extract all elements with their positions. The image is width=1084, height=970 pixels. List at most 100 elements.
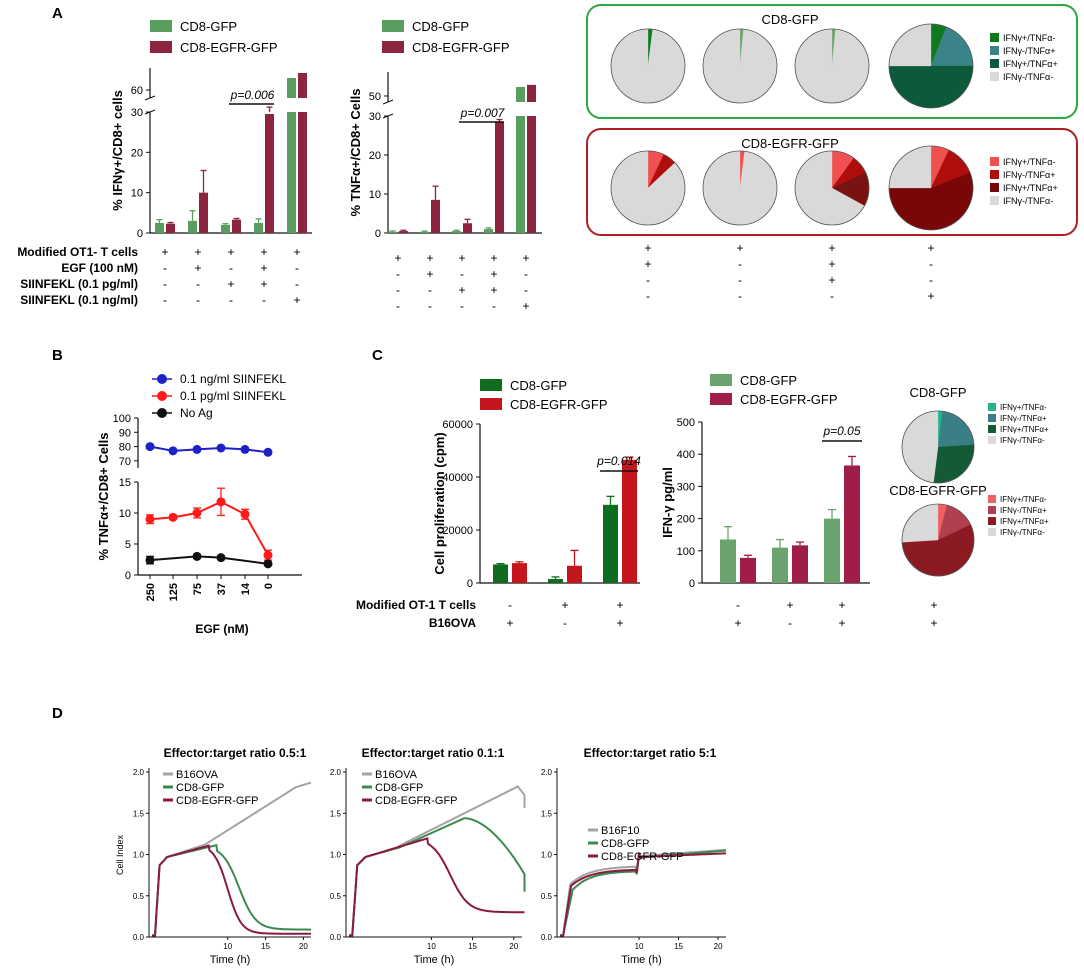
y-tick-label: 0 bbox=[467, 578, 473, 590]
legend-entry: B16F10 bbox=[601, 825, 640, 837]
pie-outline bbox=[702, 150, 778, 226]
condition-sign: + bbox=[522, 299, 529, 313]
condition-sign: - bbox=[738, 273, 742, 287]
pie-slice bbox=[888, 65, 974, 109]
y-tick-label: 2.0 bbox=[330, 768, 342, 777]
data-point bbox=[145, 514, 155, 524]
legend-entry: CD8-GFP bbox=[601, 838, 649, 850]
bar bbox=[772, 547, 788, 583]
condition-sign: - bbox=[492, 299, 496, 313]
legend-entry: CD8-EGFR-GFP bbox=[601, 851, 684, 863]
condition-sign: - bbox=[738, 257, 742, 271]
legend-entry: CD8-GFP bbox=[740, 373, 797, 388]
bar bbox=[188, 220, 197, 233]
condition-sign: + bbox=[161, 245, 168, 259]
bar bbox=[287, 112, 296, 233]
y-tick-label: 10 bbox=[131, 188, 143, 200]
legend-entry: IFNγ+/TNFα- bbox=[1003, 33, 1055, 43]
y-tick-label: 1.0 bbox=[133, 851, 145, 860]
legend-entry: IFNγ-/TNFα+ bbox=[1003, 170, 1055, 180]
condition-sign: - bbox=[196, 293, 200, 307]
legend-swatch bbox=[988, 495, 996, 503]
condition-sign: + bbox=[930, 616, 937, 630]
y-tick-label: 100 bbox=[677, 546, 695, 558]
legend-entry: IFNγ+/TNFα+ bbox=[1000, 517, 1049, 526]
series-line bbox=[152, 843, 311, 937]
bar bbox=[265, 114, 274, 233]
y-tick-label: 400 bbox=[677, 449, 695, 461]
condition-sign: - bbox=[524, 283, 528, 297]
bar-upper bbox=[287, 78, 296, 98]
pie-group-title: CD8-EGFR-GFP bbox=[889, 483, 987, 498]
condition-sign: - bbox=[163, 293, 167, 307]
y-tick-label: 0.0 bbox=[133, 933, 145, 942]
series-line bbox=[560, 849, 727, 937]
condition-sign: + bbox=[828, 241, 835, 255]
axis-break bbox=[382, 99, 394, 105]
y-tick-label: 80 bbox=[119, 442, 131, 454]
panel-label-d: D bbox=[52, 705, 63, 722]
pie-slice bbox=[888, 23, 932, 67]
legend-entry: CD8-GFP bbox=[510, 378, 567, 393]
legend-swatch bbox=[710, 393, 732, 405]
group-box bbox=[586, 128, 1078, 236]
condition-sign: - bbox=[163, 277, 167, 291]
data-point bbox=[192, 508, 202, 518]
bar-upper bbox=[527, 84, 536, 102]
bar bbox=[232, 219, 241, 233]
bar bbox=[548, 579, 563, 583]
legend-swatch bbox=[988, 517, 996, 525]
condition-sign: - bbox=[646, 289, 650, 303]
legend-swatch bbox=[988, 506, 996, 514]
condition-sign: - bbox=[262, 293, 266, 307]
bar bbox=[792, 545, 808, 583]
data-point bbox=[216, 443, 226, 453]
legend-swatch bbox=[990, 183, 999, 192]
legend-swatch bbox=[150, 41, 172, 53]
x-tick-label: 250 bbox=[145, 583, 157, 601]
condition-sign: - bbox=[788, 616, 792, 630]
y-tick-label: 60000 bbox=[442, 419, 473, 431]
legend-swatch bbox=[150, 20, 172, 32]
condition-label: Modified OT-1 T cells bbox=[356, 598, 476, 612]
y-tick-label: 2.0 bbox=[133, 768, 145, 777]
condition-sign: + bbox=[736, 241, 743, 255]
pie-outline bbox=[901, 410, 975, 484]
bar bbox=[495, 121, 504, 233]
pie-outline bbox=[901, 503, 975, 577]
condition-sign: + bbox=[616, 616, 623, 630]
x-tick-label: 0 bbox=[263, 583, 275, 589]
condition-sign: + bbox=[644, 257, 651, 271]
y-tick-label: 0.5 bbox=[541, 892, 553, 901]
condition-sign: + bbox=[194, 245, 201, 259]
data-point bbox=[240, 444, 250, 454]
condition-sign: + bbox=[458, 283, 465, 297]
p-value: p=0.006 bbox=[230, 88, 275, 102]
bar bbox=[527, 116, 536, 233]
x-axis-title: Time (h) bbox=[210, 954, 251, 966]
bar bbox=[512, 563, 527, 583]
bar bbox=[199, 192, 208, 233]
legend-entry: IFNγ-/TNFα+ bbox=[1000, 506, 1047, 515]
x-tick-label: 20 bbox=[299, 942, 308, 951]
legend-swatch bbox=[480, 379, 502, 391]
legend-entry: IFNγ+/TNFα+ bbox=[1003, 59, 1058, 69]
chart-a1-ifng: CD8-GFP CD8-EGFR-GFP 0 10 20 30 60 % IFNγ+/CD8+… bbox=[17, 19, 312, 307]
legend-entry: CD8-EGFR-GFP bbox=[180, 40, 278, 55]
data-point bbox=[145, 555, 155, 565]
x-tick-label: 15 bbox=[674, 942, 683, 951]
y-axis-title: IFN-γ pg/ml bbox=[660, 467, 675, 538]
bar bbox=[420, 231, 429, 233]
condition-sign: + bbox=[927, 289, 934, 303]
chart-d-cell-index: Effector:target ratio 0.5:1 0.0 0.5 1.0 1.5 2… bbox=[115, 746, 727, 966]
bar bbox=[493, 564, 508, 583]
legend-entry: IFNγ-/TNFα- bbox=[1003, 196, 1053, 206]
condition-sign: - bbox=[929, 273, 933, 287]
condition-sign: - bbox=[738, 289, 742, 303]
pie-outline bbox=[610, 28, 686, 104]
series-line bbox=[149, 445, 269, 454]
legend-entry: CD8-EGFR-GFP bbox=[375, 795, 458, 807]
series-line bbox=[349, 785, 526, 937]
condition-label: SIINFEKL (0.1 ng/ml) bbox=[20, 293, 138, 307]
pie-outline bbox=[888, 145, 974, 231]
